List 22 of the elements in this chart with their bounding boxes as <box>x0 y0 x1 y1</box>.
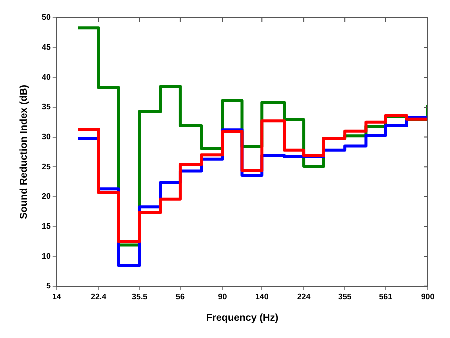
y-tick-label: 35 <box>42 102 52 112</box>
x-tick-label: 140 <box>255 292 270 302</box>
x-tick-label: 14 <box>52 292 62 302</box>
y-tick-label: 20 <box>42 192 52 202</box>
x-tick-label: 900 <box>421 292 436 302</box>
x-axis-title: Frequency (Hz) <box>206 312 279 324</box>
x-tick-label: 56 <box>176 292 186 302</box>
x-tick-label: 22.4 <box>91 292 108 302</box>
x-tick-label: 561 <box>379 292 394 302</box>
y-tick-label: 5 <box>46 282 52 291</box>
y-tick-label: 10 <box>42 252 52 261</box>
y-tick-label: 40 <box>42 72 52 82</box>
y-tick-label: 30 <box>42 132 52 142</box>
x-tick-label: 355 <box>338 292 352 302</box>
x-tick-label: 90 <box>218 292 228 302</box>
x-tick-label: 224 <box>297 292 312 302</box>
y-tick-label: 50 <box>42 13 52 22</box>
y-axis-title: Sound Reduction Index (dB) <box>18 84 30 220</box>
y-tick-label: 45 <box>42 43 52 52</box>
y-tick-label: 25 <box>42 162 52 172</box>
y-tick-label: 15 <box>42 222 52 231</box>
x-tick-label: 35.5 <box>132 292 148 302</box>
